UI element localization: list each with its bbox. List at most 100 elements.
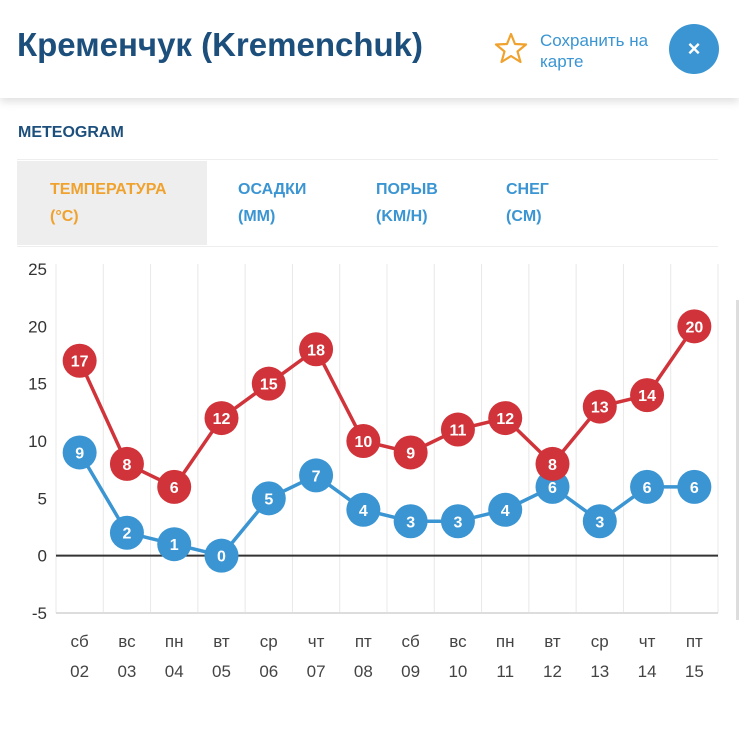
data-label: 6	[643, 480, 652, 497]
x-tick-date: 07	[307, 662, 326, 681]
data-point	[582, 504, 617, 539]
tab-label: ОСАДКИ	[238, 181, 307, 198]
data-point	[299, 458, 334, 493]
data-point	[204, 401, 239, 436]
y-tick-label: -5	[32, 604, 47, 623]
data-point	[109, 446, 144, 481]
tab-label: ПОРЫВ	[376, 181, 438, 198]
y-tick-label: 25	[28, 260, 47, 279]
data-label: 9	[75, 445, 84, 462]
save-to-map-link[interactable]: Сохранить на карте	[540, 31, 649, 71]
x-tick-date: 13	[590, 662, 609, 681]
data-point	[393, 504, 428, 539]
x-tick-date: 04	[165, 662, 184, 681]
data-point	[251, 481, 286, 516]
data-point	[440, 504, 475, 539]
x-tick-date: 06	[259, 662, 278, 681]
tab-unit: (CM)	[506, 208, 542, 225]
data-label: 0	[217, 549, 226, 566]
data-point	[440, 412, 475, 447]
data-label: 10	[354, 434, 372, 451]
tab-snow[interactable]: СНЕГ (CM)	[506, 161, 616, 245]
divider	[17, 159, 718, 160]
x-tick-date: 03	[117, 662, 136, 681]
data-label: 17	[71, 354, 89, 371]
data-label: 3	[453, 514, 462, 531]
data-label: 15	[260, 377, 278, 394]
data-label: 8	[548, 457, 557, 474]
data-point	[535, 446, 570, 481]
close-button[interactable]: ×	[669, 24, 719, 74]
data-label: 4	[359, 503, 368, 520]
x-tick-date: 15	[685, 662, 704, 681]
data-point	[488, 401, 523, 436]
data-point	[346, 424, 381, 458]
data-point	[62, 435, 97, 470]
data-point	[582, 389, 617, 424]
data-label: 5	[264, 491, 273, 508]
data-point	[346, 492, 381, 527]
data-label: 6	[548, 480, 557, 497]
star-outline-icon[interactable]	[494, 31, 528, 65]
tab-gust[interactable]: ПОРЫВ (KM/H)	[376, 161, 486, 245]
x-tick-date: 12	[543, 662, 562, 681]
data-label: 7	[312, 468, 321, 485]
tab-unit: (MM)	[238, 208, 276, 225]
divider	[17, 246, 718, 247]
data-point	[677, 469, 712, 504]
y-tick-label: 0	[38, 547, 47, 566]
data-label: 4	[501, 503, 510, 520]
data-label: 3	[406, 514, 415, 531]
x-tick-date: 02	[70, 662, 89, 681]
x-tick-day: вс	[449, 632, 467, 651]
x-tick-day: ср	[591, 632, 609, 651]
data-point	[630, 378, 665, 413]
x-tick-day: пт	[355, 632, 372, 651]
data-point	[677, 309, 712, 344]
data-label: 12	[496, 411, 514, 428]
x-tick-date: 05	[212, 662, 231, 681]
data-label: 8	[122, 457, 131, 474]
x-tick-date: 14	[638, 662, 657, 681]
data-label: 11	[449, 423, 466, 440]
x-tick-day: ср	[260, 632, 278, 651]
y-tick-label: 5	[38, 489, 47, 508]
data-point	[157, 469, 192, 504]
x-tick-day: чт	[639, 632, 656, 651]
x-tick-day: сб	[402, 632, 421, 651]
data-label: 9	[406, 445, 415, 462]
data-label: 12	[213, 411, 231, 428]
data-label: 13	[591, 400, 609, 417]
data-point	[299, 332, 334, 367]
data-point	[251, 366, 286, 401]
tab-label: ТЕМПЕРАТУРА	[50, 181, 167, 198]
data-point	[109, 515, 144, 550]
scrollbar[interactable]	[736, 300, 739, 620]
x-tick-day: вт	[213, 632, 230, 651]
meteogram-chart: 2520151050-5сб02вс03пн04вт05ср06чт07пт08…	[28, 260, 719, 681]
data-label: 6	[690, 480, 699, 497]
data-point	[204, 538, 239, 573]
tab-precipitation[interactable]: ОСАДКИ (MM)	[238, 161, 348, 245]
data-point	[157, 527, 192, 562]
x-tick-day: вт	[544, 632, 561, 651]
data-label: 1	[170, 537, 179, 554]
data-label: 20	[685, 319, 703, 336]
x-tick-date: 10	[448, 662, 467, 681]
data-point	[393, 435, 428, 470]
x-tick-date: 11	[496, 662, 514, 681]
x-tick-day: вс	[118, 632, 136, 651]
data-point	[630, 469, 665, 504]
data-label: 14	[638, 388, 656, 405]
data-point	[488, 492, 523, 527]
x-tick-day: чт	[308, 632, 325, 651]
data-label: 2	[122, 526, 131, 543]
x-tick-day: пн	[165, 632, 184, 651]
y-tick-label: 20	[28, 317, 47, 336]
data-label: 18	[307, 342, 325, 359]
tab-temperature[interactable]: ТЕМПЕРАТУРА (°C)	[17, 161, 207, 245]
tab-label: СНЕГ	[506, 181, 549, 198]
data-label: 6	[170, 480, 179, 497]
x-tick-date: 09	[401, 662, 420, 681]
tab-unit: (°C)	[50, 208, 79, 225]
